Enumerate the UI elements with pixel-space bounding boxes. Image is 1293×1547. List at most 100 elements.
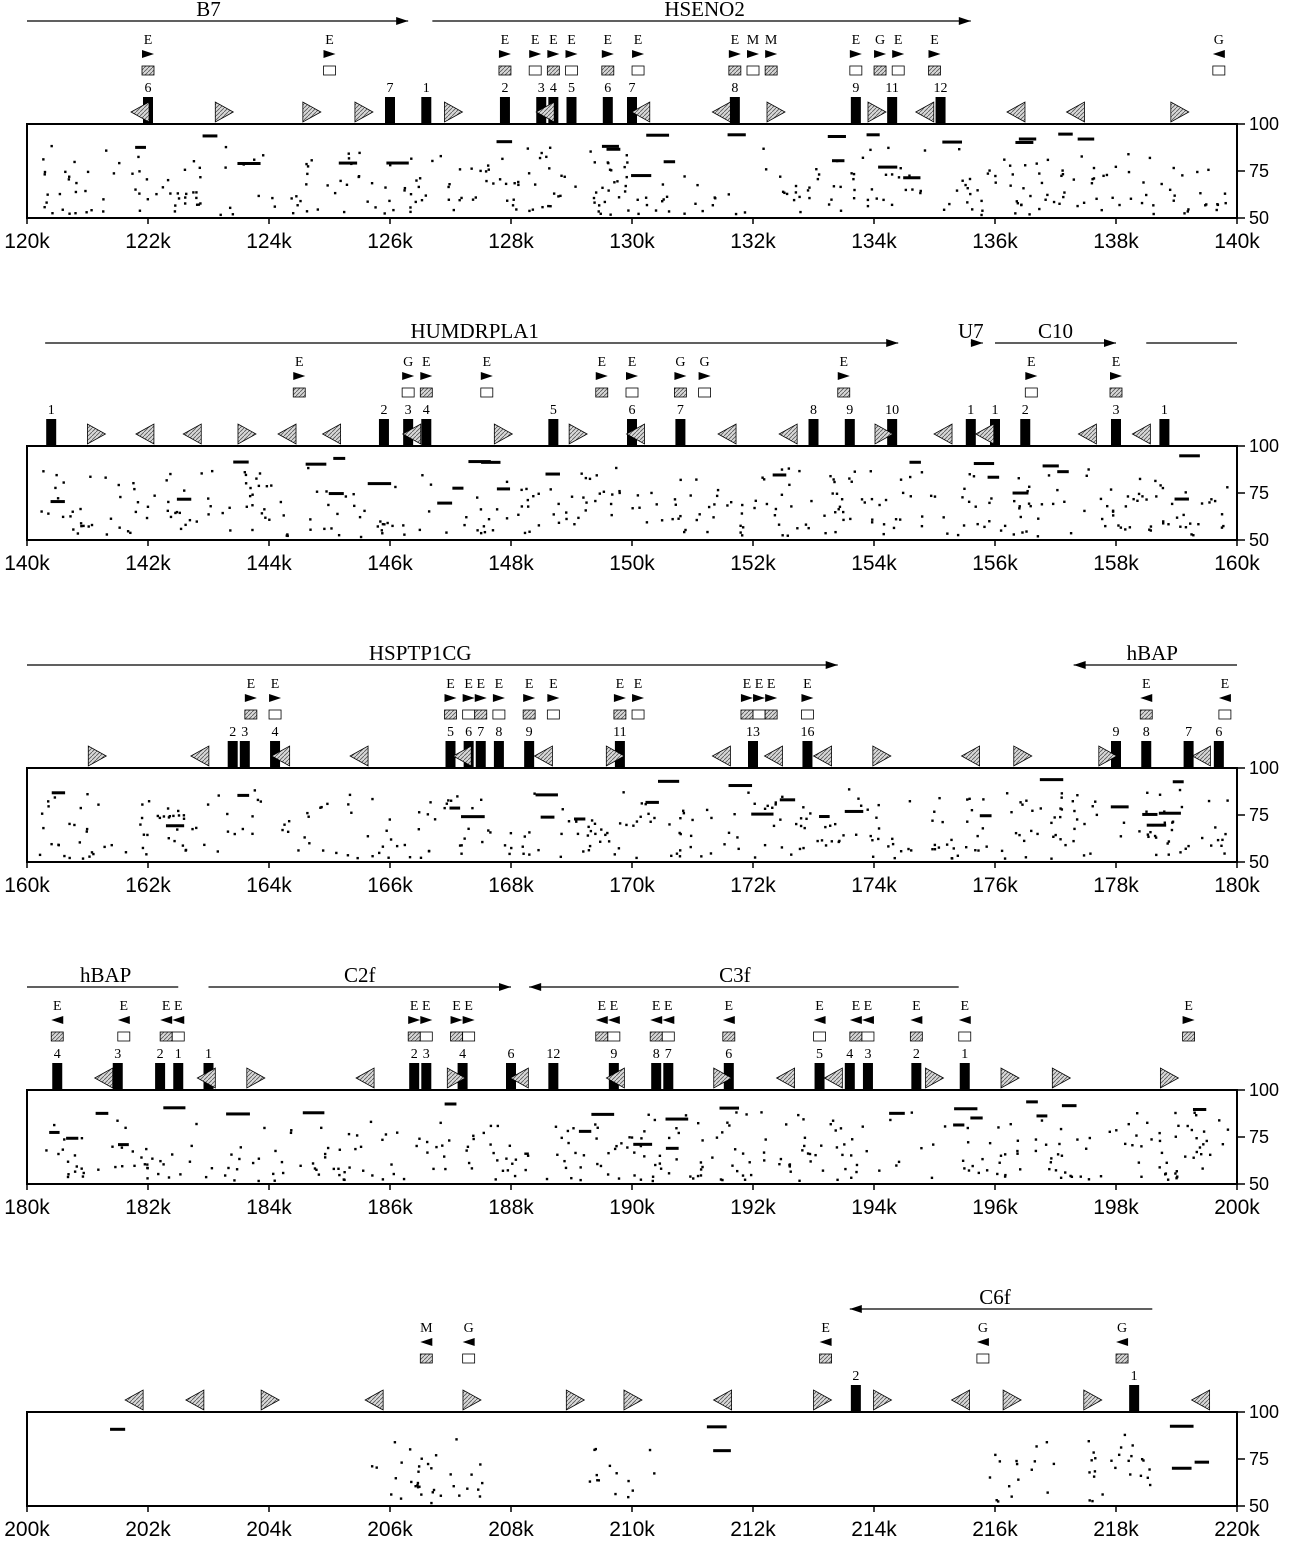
- identity-dot: [976, 834, 979, 838]
- identity-dot: [1094, 1457, 1097, 1460]
- identity-dot: [743, 211, 747, 214]
- identity-dot: [1208, 501, 1211, 504]
- gene-direction-arrow: [825, 661, 838, 669]
- exon-number: 3: [114, 1047, 121, 1062]
- repeat-element: [321, 423, 342, 445]
- identity-dot: [779, 818, 782, 821]
- identity-dot: [495, 508, 499, 511]
- identity-dot: [1091, 177, 1094, 181]
- identity-segment: [338, 161, 358, 165]
- identity-dot: [257, 484, 261, 488]
- identity-dot: [514, 1158, 518, 1161]
- identity-dot: [853, 470, 857, 473]
- identity-segment: [226, 1112, 250, 1116]
- identity-dot: [167, 816, 171, 819]
- identity-dot: [245, 505, 248, 508]
- identity-dot: [63, 854, 66, 858]
- identity-dot: [280, 1160, 284, 1164]
- identity-dot: [229, 529, 232, 532]
- identity-dot: [570, 495, 574, 498]
- site-marker-arrow: [492, 694, 505, 702]
- identity-dot: [1153, 834, 1157, 838]
- identity-dot: [117, 483, 120, 487]
- identity-dot: [588, 844, 592, 848]
- site-marker-label: G: [1117, 1321, 1127, 1336]
- identity-dot: [996, 1500, 1000, 1503]
- x-axis-label: 192k: [730, 1196, 776, 1219]
- identity-dot: [1161, 486, 1165, 490]
- y-tick-label: 50: [1249, 1496, 1269, 1516]
- identity-dot: [1035, 162, 1038, 165]
- identity-dot: [1029, 194, 1032, 198]
- identity-dot: [958, 147, 961, 151]
- identity-dot: [207, 497, 210, 500]
- identity-segment: [573, 817, 586, 821]
- identity-dot: [447, 198, 451, 201]
- identity-dot: [45, 201, 48, 204]
- site-marker-label: E: [271, 677, 280, 692]
- identity-dot: [625, 154, 628, 157]
- identity-dot: [416, 1486, 420, 1489]
- repeat-element: [1083, 1389, 1103, 1411]
- y-tick-label: 75: [1249, 805, 1269, 825]
- identity-dot: [1093, 1470, 1097, 1473]
- identity-dot: [105, 149, 108, 152]
- gene-name: C10: [1038, 319, 1073, 343]
- identity-dot: [73, 1154, 77, 1157]
- exon-block: [385, 97, 395, 124]
- identity-dot: [658, 1154, 662, 1158]
- identity-dot: [169, 192, 172, 195]
- identity-dot: [132, 481, 135, 485]
- identity-segment: [889, 1111, 905, 1115]
- exon-number: 9: [610, 1047, 617, 1062]
- x-axis-label: 180k: [4, 1196, 50, 1219]
- site-marker-arrow: [480, 372, 493, 380]
- identity-dot: [472, 1137, 475, 1141]
- identity-dot: [183, 202, 187, 205]
- identity-dot: [667, 1136, 671, 1140]
- identity-dot: [89, 475, 92, 478]
- identity-segment: [1174, 497, 1189, 501]
- x-axis-label: 182k: [125, 1196, 171, 1219]
- identity-dot: [798, 469, 801, 473]
- identity-dot: [1224, 832, 1227, 836]
- identity-dot: [1059, 838, 1062, 841]
- identity-segment: [452, 486, 464, 490]
- identity-segment: [751, 812, 774, 816]
- exon-block: [566, 97, 577, 124]
- identity-dot: [513, 1174, 517, 1178]
- identity-dot: [78, 841, 82, 844]
- identity-dot: [389, 838, 393, 841]
- identity-dot: [46, 193, 49, 196]
- identity-dot: [210, 469, 214, 473]
- identity-dot: [567, 1141, 570, 1145]
- identity-dot: [145, 516, 149, 520]
- identity-dot: [538, 156, 542, 160]
- identity-dot: [1149, 529, 1153, 532]
- identity-dot: [523, 835, 526, 838]
- exon-number: 4: [423, 403, 430, 418]
- identity-segment: [665, 1146, 679, 1150]
- identity-dot: [1136, 499, 1139, 502]
- identity-dot: [901, 491, 905, 495]
- identity-dot: [824, 531, 827, 535]
- identity-dot: [1177, 1124, 1180, 1128]
- identity-dot: [653, 1472, 656, 1475]
- identity-dot: [1088, 1136, 1092, 1140]
- repeat-element: [1000, 1067, 1020, 1089]
- identity-dot: [588, 477, 592, 481]
- identity-dot: [834, 530, 837, 534]
- identity-dot: [897, 176, 901, 179]
- repeat-element: [509, 1067, 529, 1089]
- x-axis-label: 162k: [125, 874, 171, 897]
- identity-segment: [657, 779, 680, 783]
- site-marker-arrow: [849, 50, 862, 58]
- identity-dot: [1053, 816, 1056, 819]
- identity-dot: [445, 802, 449, 805]
- identity-dot: [458, 198, 461, 202]
- identity-dot: [481, 1481, 484, 1485]
- identity-dot: [255, 477, 258, 480]
- identity-dot: [891, 842, 895, 846]
- identity-dot: [69, 515, 72, 518]
